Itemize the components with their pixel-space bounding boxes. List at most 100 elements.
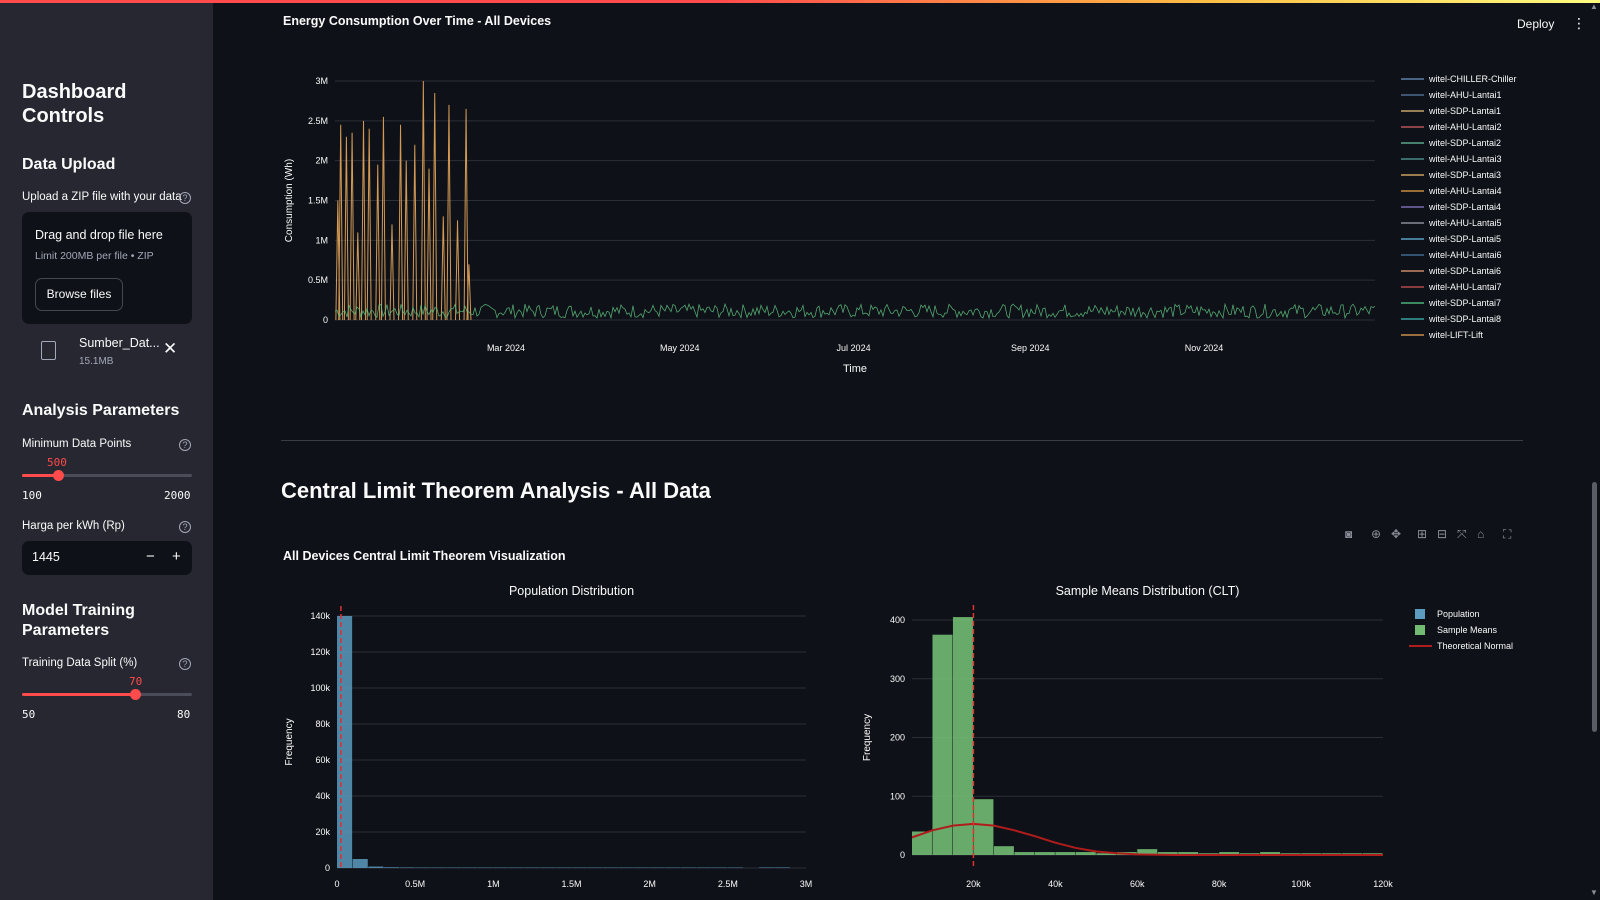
kebab-icon[interactable]: ⋮	[1572, 15, 1586, 31]
scroll-up-icon[interactable]: ▲	[1590, 2, 1598, 11]
energy-line-chart[interactable]: 0 0.5M 1M 1.5M 2M 2.5M 3M Mar 2024 May 2024 Jul 2…	[0, 0, 1600, 400]
sample-means-bar	[1055, 852, 1076, 855]
spike-line	[398, 124, 404, 321]
slider-min-label: 50	[22, 708, 36, 721]
sample-means-bar	[1014, 852, 1035, 855]
spike-line	[426, 168, 432, 321]
y-axis-title: Consumption (Wh)	[284, 159, 295, 242]
population-bar	[383, 867, 400, 868]
legend-label: witel-SDP-Lantai3	[1428, 170, 1501, 180]
help-icon[interactable]: ?	[179, 658, 191, 670]
y-tick-label: 0	[900, 850, 905, 860]
population-bar	[399, 867, 415, 868]
y-tick-label: 0	[323, 315, 328, 325]
sample-means-bar	[1075, 852, 1096, 855]
page-scrollbar[interactable]	[1592, 482, 1597, 732]
theoretical-normal-curve	[911, 822, 1383, 856]
y-tick-label: 300	[890, 674, 905, 684]
y-tick-label: 0.5M	[308, 275, 328, 285]
zoom-icon[interactable]: ⊕	[1371, 527, 1382, 541]
split-value: 70	[129, 675, 143, 688]
spike-line	[440, 216, 446, 321]
x-tick-label: 2M	[643, 879, 656, 889]
x-tick-label: 40k	[1048, 879, 1063, 889]
slider-max-label: 2000	[164, 489, 191, 502]
remove-file-icon[interactable]: ✕	[163, 339, 178, 358]
split-slider[interactable]	[22, 689, 192, 700]
zoom-in-icon[interactable]: ⊞	[1417, 527, 1428, 541]
min-points-value: 500	[47, 456, 67, 469]
legend-label: Population	[1437, 609, 1480, 619]
scroll-down-icon[interactable]: ▼	[1590, 888, 1598, 897]
decrement-button[interactable]: −	[146, 548, 155, 565]
sample-means-bar	[1260, 852, 1281, 855]
legend-label: witel-AHU-Lantai1	[1428, 90, 1502, 100]
y-tick-label: 140k	[310, 611, 330, 621]
x-tick-label: 60k	[1130, 879, 1145, 889]
help-icon[interactable]: ?	[179, 439, 191, 451]
x-axis-title: Time	[843, 363, 867, 375]
population-bar	[352, 859, 368, 868]
y-tick-label: 0	[325, 863, 330, 873]
population-title: Population Distribution	[509, 584, 634, 598]
deploy-button[interactable]: Deploy	[1517, 17, 1555, 31]
slider-fill	[22, 693, 136, 696]
y-tick-label: 2M	[315, 156, 328, 166]
legend-label: witel-AHU-Lantai2	[1428, 122, 1502, 132]
spike-line	[349, 132, 355, 321]
price-input[interactable]: 1445 − +	[22, 541, 192, 575]
price-value[interactable]: 1445	[32, 550, 60, 564]
population-bar	[368, 866, 384, 868]
y-tick-label: 40k	[315, 791, 330, 801]
slider-min-label: 100	[22, 489, 42, 502]
reset-axes-home-icon[interactable]: ⌂	[1477, 527, 1485, 541]
legend-label: witel-SDP-Lantai5	[1428, 234, 1501, 244]
spike-line	[360, 120, 366, 321]
spike-line	[432, 92, 438, 321]
autoscale-icon[interactable]: ⤧	[1457, 527, 1467, 541]
sidebar-title: Dashboard Controls	[22, 81, 127, 127]
x-tick-label: May 2024	[660, 343, 700, 353]
sample-means-bar	[952, 617, 973, 855]
browse-files-button[interactable]: Browse files	[35, 278, 123, 311]
uploaded-file-name: Sumber_Dat...	[79, 336, 160, 350]
pan-icon[interactable]: ✥	[1391, 527, 1402, 541]
uploaded-file-size: 15.1MB	[79, 356, 114, 367]
baseline-series	[334, 302, 1376, 320]
legend-label: witel-SDP-Lantai1	[1428, 106, 1501, 116]
x-tick-label: 120k	[1373, 879, 1393, 889]
min-points-slider[interactable]	[22, 470, 192, 481]
legend-label: witel-AHU-Lantai7	[1428, 282, 1502, 292]
help-icon[interactable]: ?	[179, 521, 191, 533]
slider-thumb[interactable]	[130, 689, 142, 700]
sample-means-bar	[1034, 852, 1055, 855]
sample-means-bar	[1137, 849, 1158, 855]
population-bar	[759, 867, 775, 868]
y-tick-label: 100k	[310, 683, 330, 693]
legend-label: witel-SDP-Lantai2	[1428, 138, 1501, 148]
x-tick-label: 20k	[966, 879, 981, 889]
spike-line	[403, 160, 409, 321]
help-icon[interactable]: ?	[179, 192, 191, 204]
price-label: Harga per kWh (Rp)	[22, 520, 125, 532]
section-divider	[281, 440, 1523, 441]
dropzone-main-text: Drag and drop file here	[35, 228, 163, 242]
upload-label: Upload a ZIP file with your data	[22, 191, 182, 203]
x-tick-label: Mar 2024	[487, 343, 525, 353]
camera-icon[interactable]: ◙	[1345, 527, 1353, 541]
legend-label: witel-SDP-Lantai8	[1428, 314, 1501, 324]
zoom-out-icon[interactable]: ⊟	[1437, 527, 1448, 541]
legend-label: witel-SDP-Lantai7	[1428, 298, 1501, 308]
fullscreen-icon[interactable]: ⛶	[1503, 527, 1512, 541]
y-tick-label: 200	[890, 733, 905, 743]
slider-thumb[interactable]	[52, 470, 64, 481]
sample-means-bar	[1178, 852, 1199, 855]
spike-line	[463, 108, 469, 321]
clt-histograms[interactable]: Population Distribution 0 20k 40k 60k 80k 100k…	[0, 560, 1600, 900]
population-bar	[774, 867, 790, 868]
x-tick-label: Nov 2024	[1185, 343, 1224, 353]
x-tick-label: 0.5M	[405, 879, 425, 889]
file-dropzone[interactable]: Drag and drop file here Limit 200MB per …	[22, 212, 192, 324]
increment-button[interactable]: +	[172, 548, 181, 565]
sidebar: Dashboard Controls Data Upload Upload a …	[0, 0, 213, 900]
